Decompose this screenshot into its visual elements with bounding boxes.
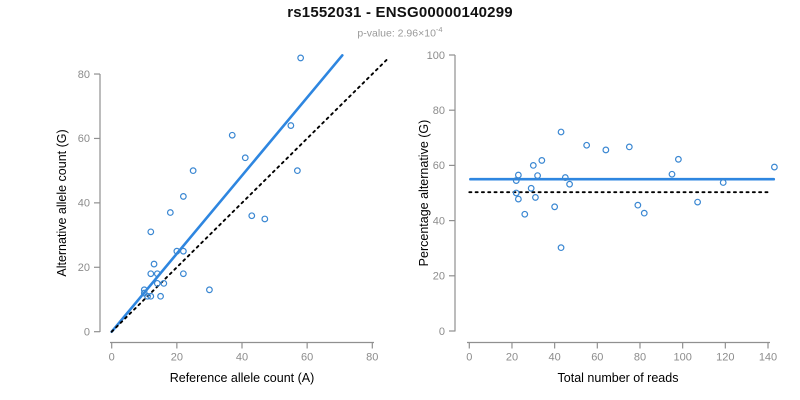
right-data-point [527,184,535,192]
right-data-point [583,141,591,149]
right-x-tick-label: 20 [506,352,518,364]
right-data-point [512,177,520,184]
right-x-tick-label: 140 [759,352,777,364]
right-y-tick-label: 60 [433,160,445,172]
right-x-tick-label: 120 [716,352,734,364]
right-y-tick-label: 80 [433,105,445,117]
left-data-point [179,193,187,200]
right-data-point [561,174,569,181]
right-x-tick-label: 100 [673,352,691,364]
right-data-point [694,198,701,206]
right-data-point [674,155,682,163]
left-y-tick-label: 80 [78,69,90,81]
left-data-point [166,209,174,216]
right-data-point [557,244,565,252]
left-data-point [147,228,155,236]
left-data-point [147,270,155,278]
left-data-point [206,286,213,294]
left-data-point [153,279,161,287]
right-data-point [534,172,541,180]
left-y-tick-label: 0 [84,327,90,339]
right-x-tick-label: 80 [634,352,646,364]
right-x-axis-label: Total number of reads [558,371,679,385]
right-data-point [521,210,529,218]
left-data-point [261,215,269,223]
left-x-tick-label: 0 [109,352,115,364]
left-identity-line [110,58,389,333]
right-data-point [557,128,565,136]
right-data-point [640,209,648,217]
right-data-point [668,170,676,178]
plot-title: rs1552031 - ENSG00000140299 [287,4,513,21]
left-data-point [287,122,295,129]
right-data-point [514,171,522,179]
left-data-point [153,270,161,278]
right-data-point [625,143,633,151]
right-x-tick-label: 40 [549,352,561,364]
left-x-tick-label: 80 [366,352,378,364]
left-y-axis-label: Alternative allele count (G) [55,129,69,276]
right-x-tick-label: 60 [591,352,603,364]
plot-subtitle: p-value: 2.96×10-4 [0,25,800,40]
right-data-point [529,161,537,169]
left-data-point [228,131,236,139]
left-data-point [293,167,301,175]
left-data-point [147,292,155,300]
right-data-point [634,201,642,209]
left-x-tick-label: 60 [301,352,313,364]
right-y-tick-label: 40 [433,215,445,227]
left-y-tick-label: 60 [78,133,90,145]
right-data-point [512,189,520,197]
right-data-point [551,203,559,211]
right-data-point [771,163,778,171]
left-data-point [179,270,187,278]
right-y-tick-label: 20 [433,271,445,283]
right-y-axis-label: Percentage alternative (G) [417,120,431,267]
left-data-point [248,212,256,220]
left-y-tick-label: 40 [78,198,90,210]
left-data-point [189,167,197,175]
right-y-tick-label: 100 [427,50,445,62]
left-x-tick-label: 20 [171,352,183,364]
left-regression-line [110,54,344,334]
left-data-point [144,292,151,300]
pvalue-label: p-value: [357,27,398,40]
right-data-point [532,194,539,201]
left-y-tick-label: 20 [78,262,90,274]
right-data-point [538,157,546,164]
left-data-point [157,292,164,300]
left-data-point [160,279,168,287]
right-x-tick-label: 0 [466,352,472,364]
left-x-tick-label: 40 [236,352,248,364]
left-data-point [173,247,181,255]
right-y-tick-label: 0 [439,326,445,338]
left-data-point [297,54,305,62]
left-data-point [150,260,158,268]
pvalue-value: 2.96×10 [397,27,436,40]
right-data-point [719,179,727,186]
right-data-point [602,146,610,154]
left-data-point [241,154,249,162]
pvalue-exponent: -4 [435,25,443,34]
right-data-point [514,195,522,203]
left-x-axis-label: Reference allele count (A) [170,371,315,385]
right-data-point [566,180,573,188]
left-data-point [179,247,187,255]
left-data-point [140,286,148,294]
